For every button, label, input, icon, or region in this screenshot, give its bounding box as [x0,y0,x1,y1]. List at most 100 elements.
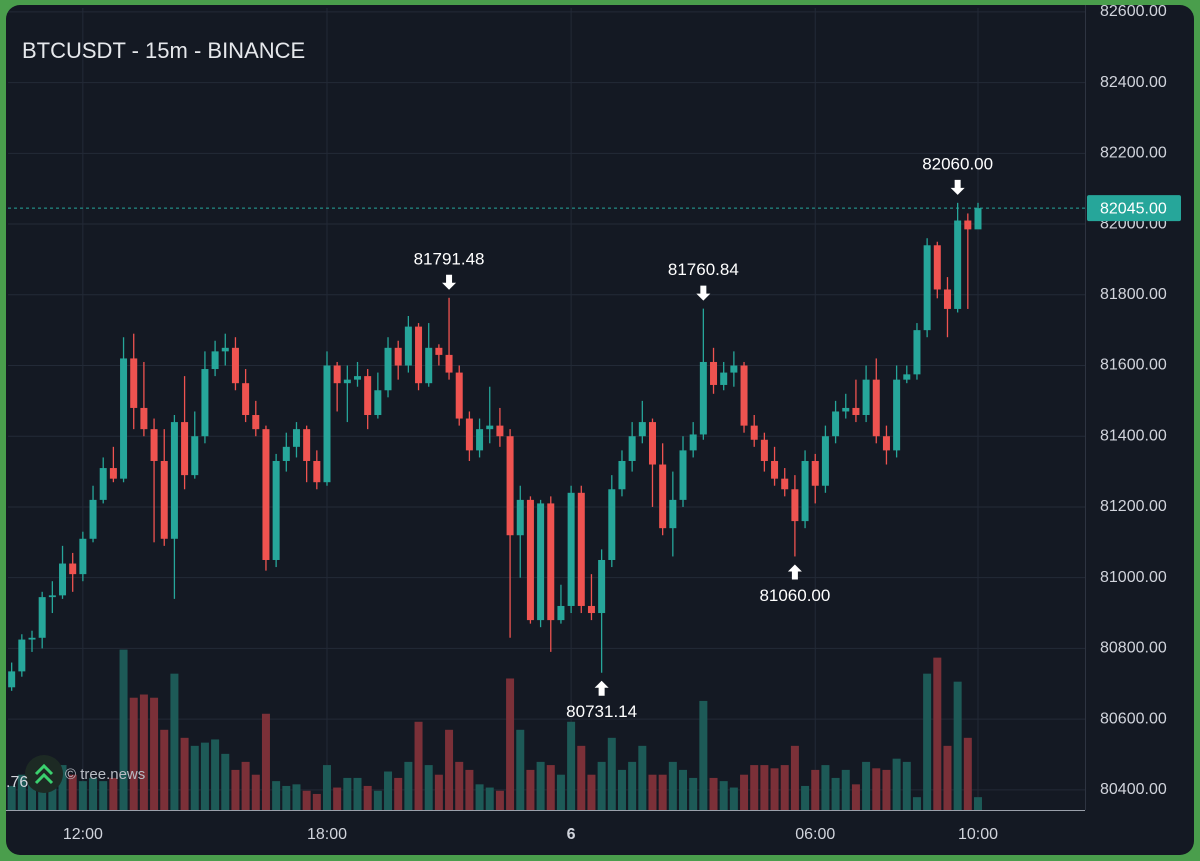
y-tick-label: 81200.00 [1100,498,1167,515]
candle-body [130,358,138,408]
volume-bar [150,697,159,810]
volume-bar [719,781,728,810]
logo-chevrons [34,763,54,785]
candle-body [374,390,382,416]
candle-body [679,450,687,500]
y-tick-label: 82600.00 [1100,3,1167,20]
candle-body [750,425,758,440]
candle-body [79,538,87,575]
volume-bar [851,784,860,810]
candle-body [740,365,748,426]
volume-bar [933,657,942,810]
volume-bar [882,769,891,810]
candle-body [913,330,921,375]
y-tick-label: 80800.00 [1100,640,1167,657]
volume-bar [811,769,820,810]
x-tick-label: 18:00 [307,826,347,843]
volume-bar [302,790,311,810]
volume-bar [333,787,342,810]
volume-bar [312,793,321,810]
volume-bar [180,737,189,810]
volume-bar [7,785,16,810]
candle-body [537,503,545,621]
annotation-arrow [950,179,965,195]
volume-bar [465,769,474,810]
annotation-arrow [594,680,609,696]
volume-bar [648,774,657,810]
candle-body [801,460,809,522]
annotation-arrow [442,274,457,290]
candle-body [791,489,799,522]
candle-body [710,361,718,385]
candle-body [120,358,128,479]
candle-body [516,499,524,536]
x-tick-label: 6 [567,826,576,843]
volume-bar [78,781,87,810]
volume-bar [200,742,209,810]
volume-bar [780,765,789,810]
candle-body [486,425,494,430]
x-tick-label: 10:00 [958,826,998,843]
candle-body [343,379,351,384]
volume-bar [28,781,37,810]
candle-body [435,347,443,355]
volume-bar [709,777,718,810]
volume-bar [48,777,57,810]
candle-body [394,347,402,366]
y-tick-label: 81400.00 [1100,427,1167,444]
candle-body [689,434,697,451]
volume-bar [841,769,850,810]
volume-bar [953,681,962,810]
volume-bar [912,797,921,810]
volume-bar [923,673,932,810]
volume-bar [506,678,515,810]
candle-body [628,436,636,461]
volume-bar [617,769,626,810]
volume-bar [668,761,677,810]
candle-body [648,422,656,465]
volume-bar [58,765,67,810]
volume-bar [872,768,881,810]
volume-bar [963,737,972,810]
volume-bar [516,729,525,810]
candle-body [262,429,270,560]
annotation-label: 81791.48 [414,249,485,268]
candle-body [557,605,565,621]
candle-body [59,563,67,596]
annotation-label: 81760.84 [668,260,739,279]
volume-bar [628,761,637,810]
candle-body [160,460,168,539]
volume-bar [679,769,688,810]
candle-body [954,220,962,309]
volume-bar [292,784,301,810]
volume-bar [272,781,281,810]
volume-bar [241,761,250,810]
volume-bar [821,765,830,810]
volume-bar [567,721,576,810]
volume-bar [68,774,77,810]
candle-body [496,425,504,437]
candle-body [526,499,534,621]
candle-body [842,407,850,412]
candle-body [760,439,768,461]
candle-body [659,464,667,529]
candle-body [974,208,982,230]
volume-bar [607,737,616,810]
candle-body [923,245,931,331]
candle-body [476,429,484,451]
candle-body [699,361,707,435]
volume-bar [129,697,138,810]
volume-bar [89,777,98,810]
candle-body [598,559,606,614]
volume-bar [475,784,484,810]
x-tick-label: 12:00 [63,826,103,843]
candle-body [720,372,728,385]
candle-body [333,365,341,384]
volume-bar [363,785,372,810]
candle-body [506,436,514,536]
candle-body [415,326,423,384]
candle-body [354,376,362,380]
candle-body [730,365,738,373]
candle-body [242,383,250,416]
